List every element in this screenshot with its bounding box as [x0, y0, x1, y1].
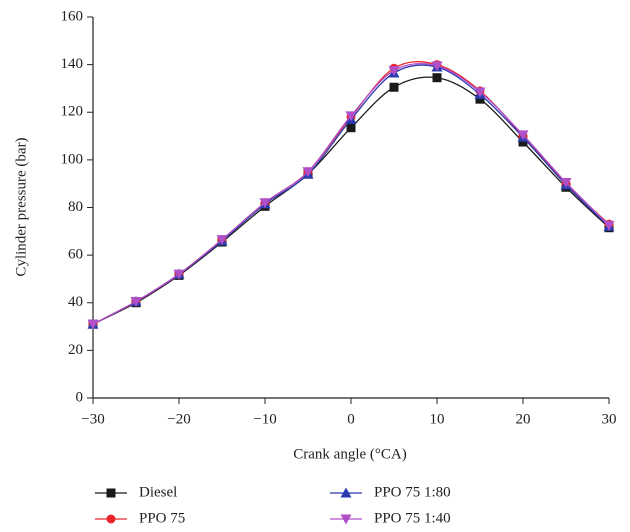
- marker: [560, 177, 572, 188]
- marker: [302, 167, 314, 178]
- y-tick-label: 0: [76, 389, 84, 405]
- marker: [603, 220, 615, 231]
- x-tick-label: −10: [253, 411, 276, 427]
- y-tick-label: 60: [68, 247, 83, 263]
- y-tick-label: 160: [61, 8, 84, 24]
- series-line: [92, 64, 610, 325]
- marker: [346, 123, 356, 133]
- marker: [432, 73, 442, 83]
- series-line: [92, 62, 610, 325]
- y-tick-label: 40: [68, 294, 83, 310]
- y-tick-label: 100: [61, 151, 84, 167]
- marker: [173, 269, 185, 280]
- legend-label: Diesel: [139, 484, 177, 500]
- y-tick-label: 140: [61, 56, 84, 72]
- legend-marker: [340, 487, 352, 498]
- x-axis-title: Crank angle (°CA): [293, 446, 406, 462]
- y-tick-label: 20: [68, 342, 83, 358]
- legend-label: PPO 75: [139, 510, 185, 526]
- marker: [517, 130, 529, 141]
- marker: [518, 137, 528, 147]
- x-tick-label: 0: [347, 411, 355, 427]
- legend-marker: [106, 488, 116, 498]
- marker: [388, 66, 400, 77]
- series-line: [92, 61, 610, 325]
- x-tick-label: −30: [81, 411, 104, 427]
- marker: [475, 94, 485, 104]
- legend-label: PPO 75 1:40: [374, 510, 451, 526]
- x-tick-label: 20: [516, 411, 531, 427]
- x-tick-label: 10: [430, 411, 445, 427]
- marker: [345, 111, 357, 122]
- x-tick-label: 30: [602, 411, 617, 427]
- marker: [389, 82, 399, 92]
- x-tick-label: −20: [167, 411, 190, 427]
- marker: [259, 198, 271, 209]
- marker: [130, 297, 142, 308]
- y-tick-label: 120: [61, 104, 84, 120]
- marker: [474, 87, 486, 98]
- legend-marker: [106, 514, 116, 524]
- y-axis-title: Cylinder pressure (bar): [13, 137, 29, 276]
- legend-marker: [340, 514, 352, 525]
- legend-label: PPO 75 1:80: [374, 484, 451, 500]
- marker: [216, 235, 228, 246]
- y-tick-label: 80: [68, 199, 83, 215]
- marker: [87, 319, 99, 330]
- marker: [431, 61, 443, 72]
